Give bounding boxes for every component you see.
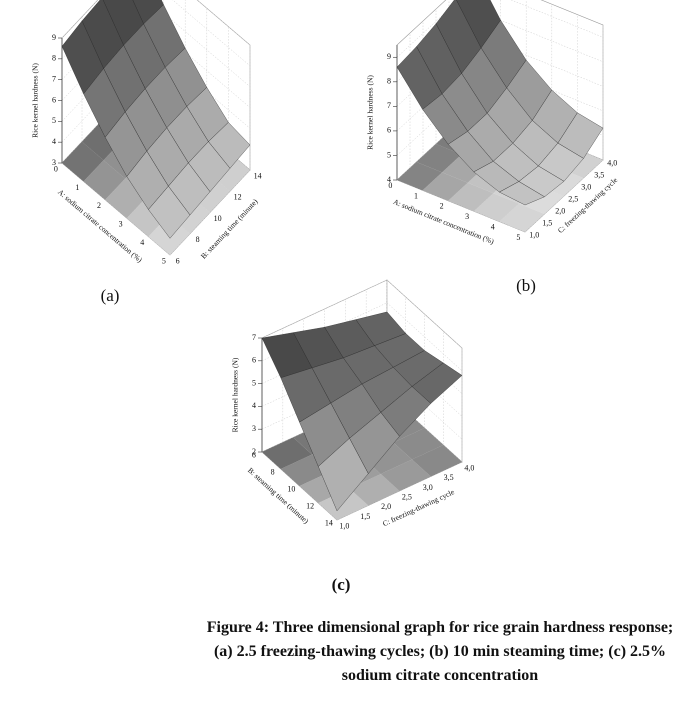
grid-line [386, 348, 463, 417]
x-tick-label: 1 [75, 183, 79, 192]
grid-line [474, 9, 604, 63]
grid-line [141, 15, 251, 108]
z-tick-label: 4 [252, 401, 256, 410]
y-tick-label: 1,0 [339, 522, 349, 531]
x-tick-label: 5 [162, 256, 166, 265]
floor-contour [62, 141, 104, 182]
y-tick-label: 12 [234, 193, 242, 202]
z-axis-title: Rice kernel hardness (N) [366, 75, 375, 150]
floor-contour [397, 162, 443, 191]
grid-line [172, 0, 251, 67]
grid-line [261, 279, 388, 339]
x-tick-label: 1 [414, 191, 418, 200]
y-tick-label: 2,0 [555, 207, 565, 216]
z-tick-label: 4 [387, 175, 391, 184]
y-tick-label: 4,0 [607, 159, 617, 168]
surface-cell [499, 181, 545, 206]
z-tick-label: 6 [52, 95, 56, 104]
y-tick-label: 10 [214, 214, 222, 223]
x-tick-label: 2 [440, 202, 444, 211]
y-tick-label: 8 [196, 235, 200, 244]
floor-contour [448, 182, 494, 212]
z-tick-label: 7 [387, 101, 391, 110]
z-tick-label: 8 [387, 77, 391, 86]
x-tick-label: 2 [97, 201, 101, 210]
y-tick-label: 3,0 [581, 183, 591, 192]
grid-line [386, 302, 463, 371]
grid-line [261, 451, 338, 521]
floor-contour [518, 185, 564, 214]
x-tick-label: 0 [54, 164, 58, 173]
grid-line [386, 371, 463, 440]
x-tick-label: 14 [325, 519, 333, 528]
y-tick-label: 1,5 [542, 219, 552, 228]
z-axis-title: Rice kernel hardness (N) [231, 357, 240, 432]
z-tick-label: 9 [52, 33, 56, 42]
y-tick-label: 4,0 [464, 464, 474, 473]
x-tick-label: 6 [252, 451, 256, 460]
z-tick-label: 3 [252, 424, 256, 433]
y-tick-label: 2,5 [568, 195, 578, 204]
floor-contour [412, 445, 462, 477]
x-tick-label: 10 [287, 485, 295, 494]
y-tick-label: 1,0 [529, 231, 539, 240]
z-axis-title: Rice kernel hardness (N) [31, 63, 40, 138]
z-tick-label: 8 [52, 54, 56, 63]
z-tick-label: 9 [387, 52, 391, 61]
panel-label: (a) [101, 286, 120, 305]
z-tick-label: 5 [252, 378, 256, 387]
z-tick-label: 3 [52, 158, 56, 167]
grid-line [474, 34, 604, 87]
y-tick-label: 3,5 [594, 171, 604, 180]
grid-line [510, 0, 604, 38]
y-tick-label: 1,5 [360, 512, 370, 521]
x-tick-label: 0 [388, 181, 392, 190]
surface-cell [318, 438, 369, 512]
z-tick-label: 6 [252, 356, 256, 365]
grid-line [61, 0, 99, 39]
y-tick-label: 6 [176, 256, 180, 265]
x-tick-label: 8 [271, 468, 275, 477]
figure-caption: Figure 4: Three dimensional graph for ri… [206, 619, 674, 684]
floor-contour [422, 172, 468, 201]
x-tick-label: 3 [465, 212, 469, 221]
y-tick-label: 3,5 [444, 473, 454, 482]
y-tick-label: 14 [254, 171, 262, 180]
z-tick-label: 5 [387, 150, 391, 159]
floor-contour [499, 203, 545, 232]
y-tick-label: 2,0 [381, 502, 391, 511]
z-tick-label: 7 [252, 333, 256, 342]
grid-line [196, 0, 251, 46]
x-tick-label: 12 [306, 502, 314, 511]
x-tick-label: 3 [119, 220, 123, 229]
grid-line [141, 36, 251, 129]
z-tick-label: 7 [52, 74, 56, 83]
floor-contour [83, 160, 126, 200]
x-tick-label: 4 [140, 238, 144, 247]
y-tick-label: 3,0 [423, 483, 433, 492]
x-tick-label: 5 [516, 233, 520, 242]
floor-contour [473, 193, 519, 222]
z-tick-label: 2 [252, 447, 256, 456]
x-tick-label: 4 [491, 223, 495, 232]
floor-contour [318, 488, 369, 520]
floor-contour [416, 144, 462, 173]
surface-cell [148, 185, 191, 239]
floor-contour [380, 459, 431, 491]
floor-contour [349, 474, 400, 506]
grid-line [147, 0, 251, 87]
panel-label: (b) [516, 276, 536, 295]
y-tick-label: 2,5 [402, 493, 412, 502]
z-tick-label: 6 [387, 126, 391, 135]
floor-contour [393, 428, 444, 460]
floor-contour [262, 437, 312, 469]
z-tick-label: 5 [52, 116, 56, 125]
z-tick-label: 4 [52, 137, 56, 146]
grid-line [386, 279, 463, 349]
panel-label: (c) [332, 575, 351, 594]
